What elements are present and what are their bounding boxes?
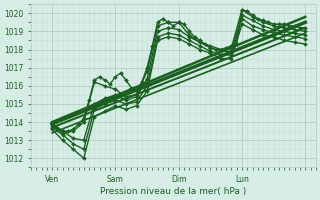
X-axis label: Pression niveau de la mer( hPa ): Pression niveau de la mer( hPa ): [100, 187, 247, 196]
